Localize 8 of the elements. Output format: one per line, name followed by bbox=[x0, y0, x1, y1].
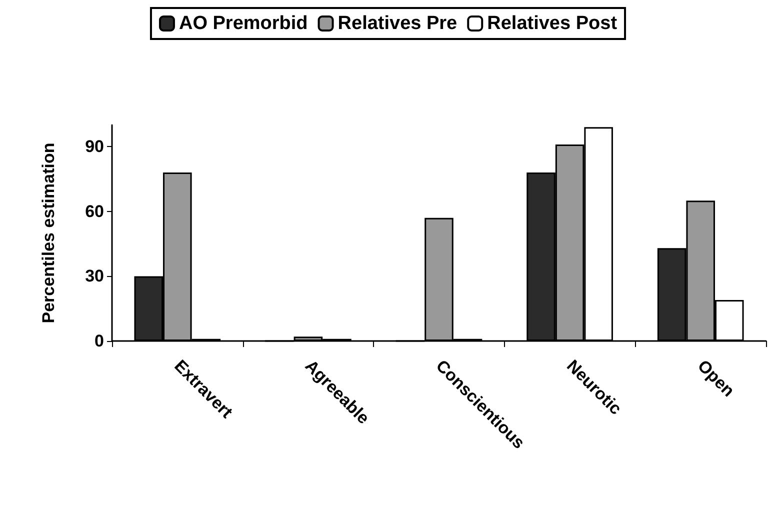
legend-label: AO Premorbid bbox=[178, 13, 308, 34]
y-axis-title: Percentiles estimation bbox=[39, 142, 58, 324]
y-tick-label: 30 bbox=[85, 266, 104, 286]
y-tick-label: 60 bbox=[85, 202, 104, 221]
y-tick-label: 0 bbox=[94, 332, 104, 350]
y-tick-label: 90 bbox=[85, 137, 104, 156]
legend-label: Relatives Post bbox=[487, 13, 618, 34]
legend-label: Relatives Pre bbox=[338, 13, 458, 34]
